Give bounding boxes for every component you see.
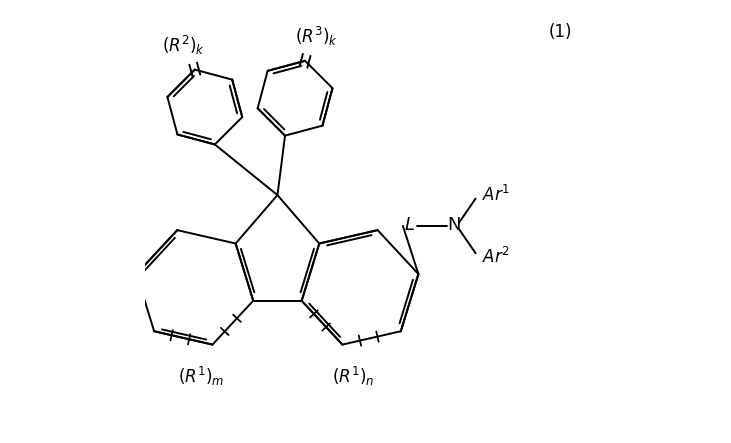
Text: N: N bbox=[447, 216, 461, 233]
Text: $(R^2)_k$: $(R^2)_k$ bbox=[162, 34, 205, 57]
Text: $(R^1)_n$: $(R^1)_n$ bbox=[332, 365, 375, 388]
Text: Ar$^2$: Ar$^2$ bbox=[482, 247, 510, 267]
Text: (1): (1) bbox=[549, 23, 572, 41]
Text: $(R^1)_m$: $(R^1)_m$ bbox=[178, 365, 224, 388]
Text: Ar$^1$: Ar$^1$ bbox=[482, 185, 510, 205]
Text: $(R^3)_k$: $(R^3)_k$ bbox=[295, 25, 338, 48]
Text: L: L bbox=[404, 216, 414, 233]
